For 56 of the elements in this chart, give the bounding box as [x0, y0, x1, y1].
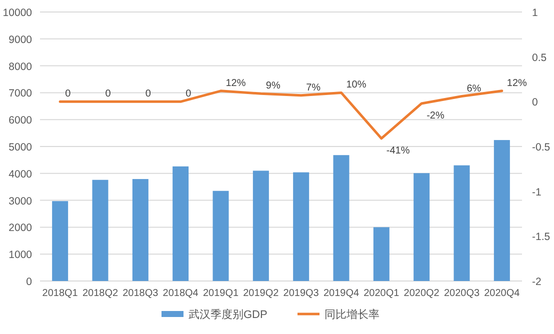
- y2-tick-label: -2: [532, 276, 542, 288]
- y2-tick-label: -1: [532, 186, 542, 198]
- x-tick-label: 2018Q3: [122, 288, 159, 299]
- bar: [293, 172, 310, 281]
- bar: [52, 201, 68, 281]
- data-label: 10%: [346, 80, 366, 91]
- x-tick-label: 2018Q1: [42, 288, 78, 299]
- x-tick-label: 2020Q3: [444, 288, 480, 299]
- bar: [172, 166, 189, 281]
- bar: [212, 190, 229, 281]
- y-tick-label: 2000: [8, 222, 32, 234]
- y-tick-label: 5000: [8, 142, 32, 154]
- bar: [414, 173, 430, 281]
- legend-label: 武汉季度别GDP: [188, 308, 268, 321]
- x-tick-label: 2020Q2: [404, 288, 440, 299]
- data-label: -2%: [426, 110, 444, 122]
- y-tick-label: 9000: [8, 34, 32, 46]
- x-tick-label: 2019Q2: [243, 288, 280, 299]
- x-tick-label: 2018Q2: [82, 288, 118, 299]
- y-tick-label: 8000: [8, 60, 32, 73]
- y-tick-label: 1000: [8, 249, 32, 262]
- data-label: 12%: [226, 78, 246, 89]
- data-label: -41%: [386, 145, 410, 156]
- bar: [494, 140, 510, 281]
- y-tick-label: 4000: [8, 168, 32, 180]
- bar: [333, 155, 350, 281]
- y2-tick-label: -1.5: [532, 231, 550, 244]
- bar: [92, 180, 108, 281]
- data-label: 9%: [266, 80, 280, 92]
- bar: [454, 165, 470, 281]
- y-tick-label: 10000: [2, 7, 32, 19]
- bar: [252, 170, 269, 281]
- y-tick-label: 3000: [8, 195, 32, 208]
- y-tick-label: 6000: [8, 114, 32, 127]
- x-tick-label: 2019Q3: [283, 288, 320, 299]
- data-label: 0: [186, 88, 192, 100]
- x-tick-label: 2020Q1: [364, 288, 400, 299]
- bar: [373, 227, 390, 281]
- x-tick-label: 2019Q4: [323, 288, 360, 299]
- data-label: 12%: [506, 78, 528, 89]
- bar: [132, 179, 148, 281]
- y2-tick-label: 0.5: [532, 52, 547, 64]
- data-label: 0: [145, 88, 152, 100]
- y-tick-label: 0: [26, 276, 32, 288]
- y2-tick-label: -0.5: [532, 142, 550, 154]
- y2-tick-label: 0: [532, 96, 538, 109]
- x-tick-label: 2020Q4: [484, 288, 520, 299]
- x-tick-label: 2019Q1: [202, 288, 239, 299]
- legend-label: 同比增长率: [324, 308, 380, 321]
- data-label: 0: [105, 88, 112, 100]
- x-tick-label: 2018Q4: [162, 288, 199, 299]
- data-label: 7%: [306, 82, 321, 94]
- data-label: 6%: [466, 83, 482, 94]
- y-tick-label: 7000: [8, 88, 32, 100]
- y2-tick-label: 1: [532, 7, 538, 19]
- data-label: 0: [65, 88, 72, 100]
